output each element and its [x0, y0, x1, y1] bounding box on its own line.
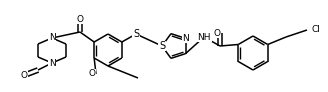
- Text: NH: NH: [197, 32, 211, 41]
- Text: S: S: [159, 41, 165, 51]
- Text: N: N: [182, 34, 189, 43]
- Text: O: O: [20, 70, 28, 79]
- Text: N: N: [49, 59, 55, 68]
- Text: O: O: [76, 15, 84, 23]
- Text: O: O: [214, 29, 220, 38]
- Text: N: N: [49, 33, 55, 43]
- Text: Cl: Cl: [311, 25, 320, 34]
- Text: S: S: [133, 29, 139, 39]
- Text: O: O: [89, 69, 95, 78]
